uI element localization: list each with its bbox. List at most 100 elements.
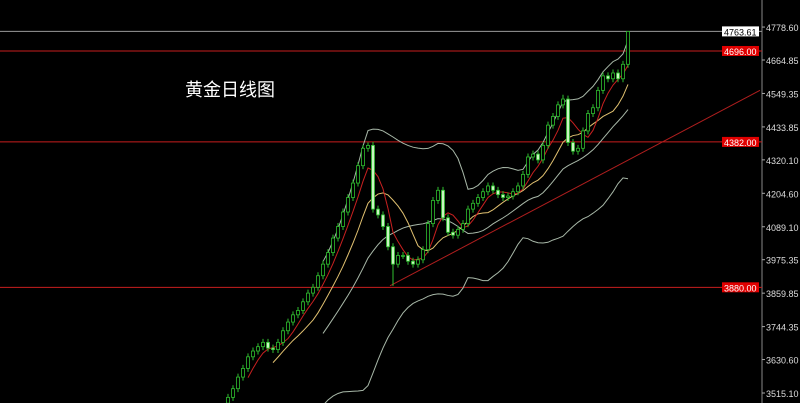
candle-body	[601, 75, 605, 91]
candle-body	[291, 314, 295, 323]
candle	[296, 307, 300, 319]
candle-body	[476, 197, 480, 204]
candle	[246, 353, 250, 372]
candle	[626, 30, 630, 68]
candle	[286, 318, 290, 335]
candle-body	[381, 214, 385, 227]
candle-body	[356, 165, 360, 184]
candle	[621, 60, 625, 83]
candle-body	[501, 194, 505, 198]
candle-body	[406, 255, 410, 262]
candle	[346, 194, 350, 216]
candle-body	[461, 223, 465, 230]
candle	[561, 94, 565, 109]
candle-body	[276, 341, 280, 350]
candle	[336, 223, 340, 242]
current-price-tag	[722, 26, 759, 37]
candle-body	[306, 292, 310, 303]
candle-body	[391, 246, 395, 265]
candle	[491, 182, 495, 194]
moving-average-10	[272, 84, 629, 363]
candle	[601, 72, 605, 94]
level-price-label: 4382.00	[724, 138, 757, 148]
candle-body	[301, 301, 305, 311]
candle-body	[481, 191, 485, 198]
candle-body	[621, 63, 625, 80]
candle	[521, 170, 525, 190]
candle-body	[241, 368, 245, 378]
candle	[391, 243, 395, 286]
candle-body	[336, 226, 340, 239]
candle	[406, 251, 410, 265]
candle-body	[561, 98, 565, 106]
candle-body	[386, 226, 390, 248]
candle-body	[611, 72, 615, 80]
candle-body	[281, 330, 285, 343]
candle-body	[526, 156, 530, 175]
candle	[341, 208, 345, 230]
candle-body	[401, 255, 405, 257]
candle	[526, 153, 530, 178]
candle-body	[366, 144, 370, 149]
candle	[486, 182, 490, 196]
candle	[281, 327, 285, 346]
trendline	[389, 89, 761, 287]
candle-body	[271, 347, 275, 350]
candle-body	[491, 185, 495, 191]
candle	[231, 385, 235, 401]
candle-body	[541, 144, 545, 161]
y-tick-label: 4778.60	[766, 23, 799, 33]
candle	[376, 205, 380, 219]
candle-body	[376, 208, 380, 216]
candle	[416, 256, 420, 268]
candle	[371, 141, 375, 213]
candle-body	[421, 249, 425, 261]
candle	[366, 142, 370, 152]
candle-body	[571, 142, 575, 152]
candle-body	[486, 185, 490, 193]
candle	[436, 186, 440, 204]
moving-average-5	[247, 65, 629, 378]
candle	[506, 192, 510, 202]
candle	[331, 234, 335, 257]
candle	[556, 101, 560, 120]
bollinger-upper-band	[322, 40, 629, 262]
candle	[236, 373, 240, 393]
candle-body	[296, 310, 300, 316]
candle-body	[236, 376, 240, 390]
candle	[476, 194, 480, 207]
candle	[571, 139, 575, 155]
candle-body	[496, 189, 500, 196]
candle	[271, 344, 275, 354]
y-tick-label: 3744.35	[766, 323, 799, 333]
candle-body	[566, 98, 570, 143]
level-price-label: 4696.00	[724, 47, 757, 57]
candle-body	[331, 237, 335, 253]
candle	[361, 144, 365, 170]
candle	[531, 150, 535, 161]
candle-body	[256, 346, 260, 352]
candle	[586, 110, 590, 135]
candle-body	[351, 182, 355, 198]
candle	[581, 127, 585, 152]
candle	[251, 347, 255, 361]
candle-body	[286, 321, 290, 332]
candle	[501, 191, 505, 202]
y-tick-label: 4089.10	[766, 223, 799, 233]
candle	[401, 251, 405, 259]
candle-body	[516, 185, 520, 193]
candle	[256, 343, 260, 355]
candle	[466, 205, 470, 228]
candle-body	[416, 259, 420, 265]
candle	[306, 289, 310, 306]
candle	[536, 150, 540, 164]
candle-body	[326, 252, 330, 265]
level-price-tag	[722, 136, 759, 147]
candle	[386, 223, 390, 251]
y-tick-label: 4320.10	[766, 156, 799, 166]
candle-body	[246, 356, 250, 369]
candle	[446, 214, 450, 236]
candle-body	[311, 286, 315, 294]
